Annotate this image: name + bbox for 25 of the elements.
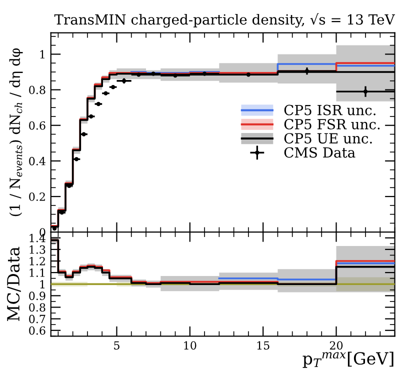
y-axis-title: MC/Data [6, 246, 21, 321]
y-tick-label: 0.2 [29, 192, 45, 201]
y-tick-label: 1 [40, 50, 44, 58]
x-tick-label: 10 [184, 341, 196, 350]
y-tick-label: 1.2 [30, 256, 45, 266]
y-tick-label: 0.8 [29, 303, 46, 312]
x-axis-title: p$_{T}$$^{max}$[GeV] [302, 352, 394, 368]
legend-label: CP5 UE unc. [284, 133, 372, 144]
y-tick-label: 0.6 [29, 121, 46, 130]
legend-label: CP5 ISR unc. [284, 104, 376, 116]
y-tick-label: 1.3 [30, 245, 46, 254]
y-tick-label: 1 [40, 280, 44, 288]
legend-label: CMS Data [284, 147, 356, 158]
legend-label: CP5 FSR unc. [284, 118, 380, 130]
y-tick-label: 0.7 [29, 314, 46, 324]
chart-title: TransMIN charged-particle density, √s = 13 TeV [54, 13, 395, 28]
y-tick-label: 0.8 [29, 86, 46, 94]
y-tick-label: 0.4 [29, 156, 46, 166]
x-tick-label: 20 [330, 341, 343, 350]
x-tick-label: 15 [257, 341, 270, 350]
x-tick-label: 5 [114, 341, 120, 350]
y-tick-label: 1.1 [30, 268, 44, 277]
y-tick-label: 0.9 [29, 292, 46, 300]
y-axis-title: (1 / N$_{events}$) dN$_{ch}$ / dη dφ [9, 48, 23, 216]
y-tick-label: 0.6 [29, 326, 46, 335]
